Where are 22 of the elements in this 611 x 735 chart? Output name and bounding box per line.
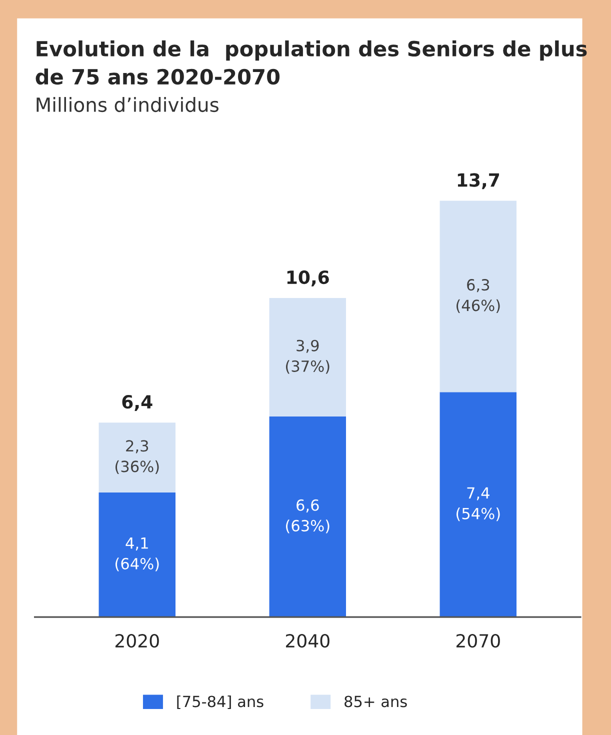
x-tick-label: 2020 [115,634,159,648]
x-tick-label: 2070 [456,634,500,648]
data-label: 2,3 (36%) [116,440,159,474]
data-label: 7,4 (54%) [456,487,500,522]
chart-subtitle: Millions d’individus [36,97,218,112]
total-label: 10,6 [287,270,329,286]
x-tick-label: 2040 [286,634,330,648]
bar [269,416,346,618]
bar [98,492,176,618]
data-label: 6,6 (63%) [286,499,330,534]
total-label: 13,7 [458,173,499,190]
data-label: 6,3 (46%) [456,279,500,313]
legend-label: [75-84] ans [177,695,264,710]
data-label: 4,1 (64%) [116,538,159,572]
chart-title: Evolution de la population des Seniors de plus de 75 ans 2020-2070 [36,40,587,85]
bar [440,392,517,618]
legend-label: 85+ ans [344,696,407,708]
total-label: 6,4 [122,395,152,411]
bar [440,200,517,392]
bar [269,298,346,416]
bar [98,422,176,492]
data-label: 3,9 (37%) [286,340,330,374]
